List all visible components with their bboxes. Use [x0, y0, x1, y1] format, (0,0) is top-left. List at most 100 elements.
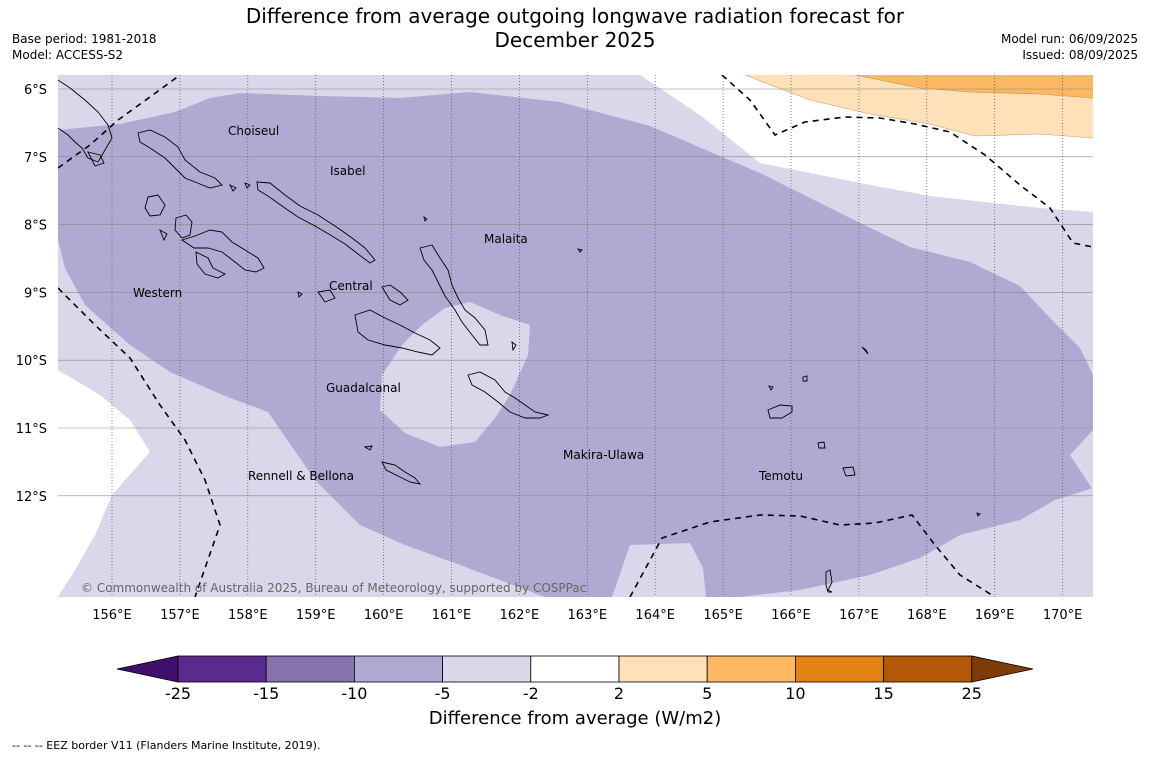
- lon-tick-label: 169°E: [975, 608, 1015, 623]
- meta-left: Base period: 1981-2018 Model: ACCESS-S2: [12, 31, 157, 63]
- colorbar-tick-label: 15: [873, 684, 893, 700]
- lat-tick-label: 9°S: [24, 286, 47, 301]
- lon-tick-label: 159°E: [296, 608, 336, 623]
- weak-anomaly-pocket: [612, 543, 706, 597]
- island-choiseul: [137, 129, 223, 189]
- island-nggela: [381, 284, 409, 306]
- island-bellona: [363, 445, 373, 451]
- lon-tick-label: 165°E: [703, 608, 743, 623]
- colorbar-tick-label: -5: [435, 684, 451, 700]
- copyright-notice: © Commonwealth of Australia 2025, Bureau…: [81, 581, 586, 595]
- island-reef: [768, 385, 774, 391]
- contour-orange-inner: [854, 75, 1093, 99]
- colorbar-tick-label: 5: [702, 684, 712, 700]
- colorbar-extend-high: [971, 655, 1034, 683]
- colorbar-segment: [265, 655, 355, 683]
- island-isabel: [256, 181, 376, 264]
- colorbar-tick-label: -25: [165, 684, 191, 700]
- lon-tick-label: 158°E: [228, 608, 268, 623]
- positive-anomaly-medium: [855, 75, 1093, 98]
- lon-tick-label: 160°E: [364, 608, 404, 623]
- map-plot-area: Choiseul Isabel Malaita Western Central …: [58, 75, 1093, 597]
- island-small-2: [244, 182, 251, 189]
- lon-tick-label: 164°E: [635, 608, 675, 623]
- eez-border-northeast: [721, 75, 1093, 248]
- islands: [58, 79, 981, 593]
- island-south: [825, 569, 833, 593]
- colorbar-segment: [706, 655, 796, 683]
- island-utupua: [842, 466, 856, 477]
- island-vanikoro: [817, 441, 826, 449]
- map-title: Difference from average outgoing longwav…: [200, 4, 950, 52]
- island-shortland: [87, 151, 105, 167]
- colorbar-tick-label: 10: [785, 684, 805, 700]
- meta-right: Model run: 06/09/2025 Issued: 08/09/2025: [1001, 31, 1138, 63]
- colorbar-extend-low: [116, 655, 179, 683]
- eez-border-west: [58, 287, 221, 597]
- lat-tick-label: 6°S: [24, 83, 47, 98]
- colorbar-title: Difference from average (W/m2): [428, 708, 722, 729]
- lon-tick-label: 157°E: [160, 608, 200, 623]
- colorbar-segment: [795, 655, 885, 683]
- colorbar-segment: [177, 655, 267, 683]
- island-tikopia-area: [861, 346, 869, 355]
- lon-tick-label: 167°E: [839, 608, 879, 623]
- lon-tick-label: 162°E: [500, 608, 540, 623]
- title-line-2: December 2025: [494, 28, 656, 52]
- region-label-guadalcanal: Guadalcanal: [326, 381, 401, 395]
- island-ulawa: [511, 341, 517, 352]
- island-ontong-java: [423, 215, 428, 222]
- model-run: Model run: 06/09/2025: [1000, 32, 1138, 46]
- colorbar-tick-label: 2: [614, 684, 624, 700]
- colorbar-tick-label: -15: [253, 684, 279, 700]
- lon-tick-label: 170°E: [1043, 608, 1083, 623]
- island-makira: [467, 371, 550, 419]
- colorbar-segment: [883, 655, 973, 683]
- latitude-axis: 6°S 7°S 8°S 9°S 10°S 11°S 12°S: [16, 83, 47, 505]
- island-malaita: [419, 244, 489, 346]
- island-sikaiana: [576, 248, 583, 253]
- map-gridlines: [58, 75, 1093, 597]
- lon-tick-label: 156°E: [92, 608, 132, 623]
- island-new-georgia: [180, 229, 265, 273]
- region-label-temotu: Temotu: [758, 469, 803, 483]
- island-vangunu: [195, 251, 226, 279]
- title-line-1: Difference from average outgoing longwav…: [245, 4, 905, 28]
- forecast-map: Choiseul Isabel Malaita Western Central …: [16, 75, 1093, 700]
- region-label-western: Western: [133, 286, 182, 300]
- lon-tick-label: 168°E: [907, 608, 947, 623]
- island-kolombangara: [174, 214, 193, 239]
- colorbar-tick-label: -2: [523, 684, 539, 700]
- lon-tick-label: 163°E: [568, 608, 608, 623]
- eez-border-southeast: [629, 514, 996, 597]
- island-bougainville: [58, 79, 113, 163]
- colorbar-segment: [353, 655, 443, 683]
- eez-borders: [58, 75, 1093, 597]
- island-small-4: [297, 291, 303, 298]
- region-labels: Choiseul Isabel Malaita Western Central …: [133, 124, 803, 483]
- issued-date: Issued: 08/09/2025: [1022, 48, 1138, 62]
- region-label-central: Central: [329, 279, 373, 293]
- region-label-makira-ulawa: Makira-Ulawa: [563, 448, 644, 462]
- island-small-1: [228, 183, 237, 192]
- base-period: Base period: 1981-2018: [12, 32, 157, 46]
- negative-anomaly-zone: [58, 92, 1093, 597]
- lat-tick-label: 12°S: [16, 490, 47, 505]
- lat-tick-label: 10°S: [16, 354, 47, 369]
- colorbar: -25 -15 -10 -5 -2 2 5 10 15 25: [116, 655, 1034, 700]
- colorbar-segment: [530, 655, 620, 683]
- island-vella-lavella: [144, 194, 166, 217]
- weak-anomaly-east: [1070, 430, 1093, 490]
- lon-tick-label: 166°E: [771, 608, 811, 623]
- island-duff: [802, 375, 808, 382]
- region-label-choiseul: Choiseul: [228, 124, 279, 138]
- lon-tick-label: 161°E: [432, 608, 472, 623]
- lat-tick-label: 7°S: [24, 151, 47, 166]
- region-label-isabel: Isabel: [330, 164, 365, 178]
- lat-tick-label: 8°S: [24, 219, 47, 234]
- region-label-rennell-bellona: Rennell & Bellona: [248, 469, 354, 483]
- longitude-axis: 156°E 157°E 158°E 159°E 160°E 161°E 162°E 163°E…: [92, 608, 1082, 623]
- contour-orange-outer: [744, 75, 1093, 139]
- near-normal-zone-west: [58, 370, 150, 597]
- eez-border-north: [58, 75, 181, 169]
